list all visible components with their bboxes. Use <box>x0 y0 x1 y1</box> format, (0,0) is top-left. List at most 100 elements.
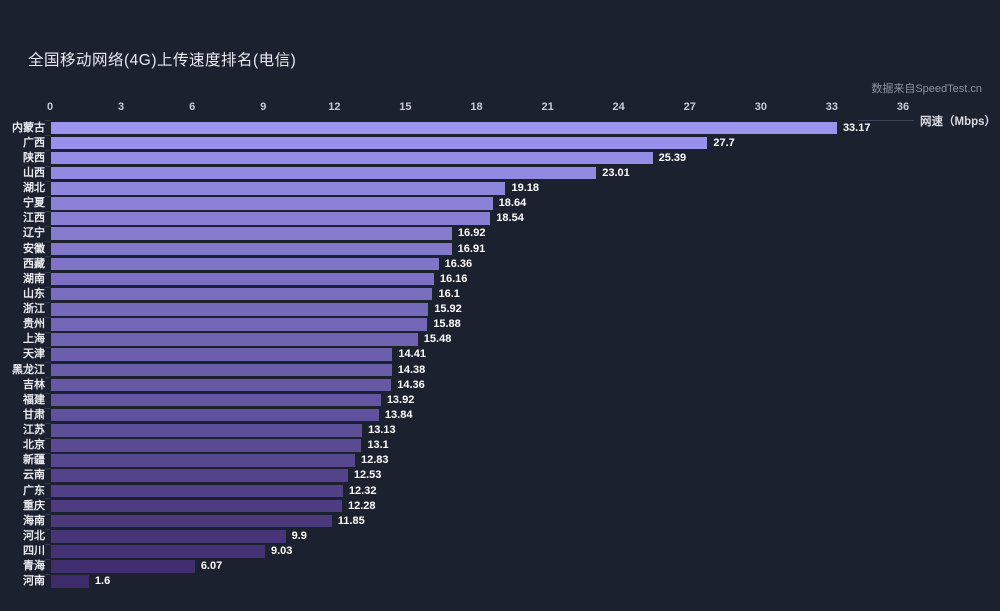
bar[interactable] <box>51 182 506 195</box>
category-label: 湖南 <box>23 272 45 285</box>
bar[interactable] <box>51 514 332 528</box>
bar[interactable] <box>51 166 597 180</box>
value-label: 12.53 <box>353 469 382 482</box>
value-label: 16.1 <box>438 287 460 300</box>
bar[interactable] <box>51 242 452 256</box>
bar[interactable] <box>51 454 355 467</box>
bar[interactable] <box>51 378 392 392</box>
y-axis-tick <box>45 165 50 167</box>
x-tick-label: 24 <box>612 101 625 113</box>
bar[interactable] <box>51 318 428 331</box>
x-tick-label: 15 <box>399 101 412 113</box>
category-label: 云南 <box>23 469 45 482</box>
bar[interactable] <box>51 408 379 422</box>
y-axis-tick <box>45 498 50 500</box>
value-label: 27.7 <box>713 136 735 149</box>
bar[interactable] <box>51 303 429 316</box>
y-axis-tick <box>45 195 50 197</box>
bar[interactable] <box>51 333 418 346</box>
bar[interactable] <box>51 272 434 286</box>
value-label: 12.83 <box>360 454 389 467</box>
category-label: 北京 <box>23 439 45 452</box>
y-axis-tick <box>45 574 50 576</box>
bar[interactable] <box>51 439 362 452</box>
value-label: 16.91 <box>457 242 486 255</box>
y-axis-tick <box>45 210 50 212</box>
y-axis-tick <box>45 437 50 439</box>
bar[interactable] <box>51 545 265 558</box>
category-label: 内蒙古 <box>12 121 45 134</box>
x-tick-label: 33 <box>825 101 839 113</box>
y-axis-tick <box>45 301 50 303</box>
category-label: 湖北 <box>23 182 45 195</box>
y-axis-tick <box>45 377 50 379</box>
category-label: 青海 <box>23 560 45 573</box>
x-tick-label: 18 <box>470 101 483 113</box>
value-label: 13.84 <box>384 408 413 421</box>
bar[interactable] <box>51 575 89 588</box>
bar[interactable] <box>51 287 433 301</box>
y-axis-tick <box>45 483 50 485</box>
y-axis-tick <box>45 468 50 470</box>
category-label: 贵州 <box>23 318 45 331</box>
category-label: 广东 <box>23 484 45 497</box>
y-axis-tick <box>45 392 50 394</box>
y-axis-tick <box>45 256 50 258</box>
bar[interactable] <box>51 151 653 165</box>
category-label: 新疆 <box>23 454 45 467</box>
x-tick-label: 3 <box>118 101 125 113</box>
bar[interactable] <box>51 424 363 437</box>
y-axis-tick <box>45 226 50 228</box>
category-label: 辽宁 <box>23 227 45 240</box>
category-label: 黑龙江 <box>12 363 45 376</box>
bar[interactable] <box>51 257 439 271</box>
category-label: 浙江 <box>23 303 45 316</box>
y-axis-tick <box>45 332 50 334</box>
value-label: 11.85 <box>337 514 365 527</box>
category-label: 河南 <box>23 575 45 588</box>
x-tick-label: 36 <box>896 101 910 113</box>
category-label: 福建 <box>23 393 45 406</box>
y-axis-tick <box>45 513 50 515</box>
y-axis-tick <box>45 347 50 349</box>
bar[interactable] <box>51 530 286 543</box>
chart-title: 全国移动网络(4G)上传速度排名(电信) <box>28 52 297 69</box>
x-tick-label: 12 <box>328 101 341 113</box>
x-tick-label: 30 <box>754 101 767 113</box>
y-axis-tick <box>45 528 50 530</box>
value-label: 6.07 <box>200 560 223 573</box>
category-label: 山西 <box>23 166 45 179</box>
y-axis-tick <box>45 558 50 560</box>
x-tick-label: 21 <box>541 101 554 113</box>
bar[interactable] <box>51 121 837 134</box>
bar[interactable] <box>51 393 381 407</box>
value-label: 15.88 <box>433 318 461 331</box>
y-axis-tick <box>45 543 50 545</box>
bar[interactable] <box>51 484 343 498</box>
x-tick-label: 27 <box>683 101 696 113</box>
bar[interactable] <box>51 197 493 210</box>
value-label: 9.9 <box>291 530 307 542</box>
bar[interactable] <box>51 227 452 240</box>
bar[interactable] <box>51 212 491 225</box>
value-label: 9.03 <box>270 545 293 558</box>
value-label: 16.36 <box>444 257 473 270</box>
y-axis-tick <box>45 180 50 182</box>
y-axis-tick <box>45 286 50 288</box>
category-label: 江苏 <box>23 424 45 437</box>
value-label: 18.64 <box>498 197 527 210</box>
bar[interactable] <box>51 469 348 482</box>
category-label: 重庆 <box>23 499 45 512</box>
x-axis-line <box>858 120 914 121</box>
bar[interactable] <box>51 136 708 150</box>
value-label: 12.28 <box>347 499 376 512</box>
bar[interactable] <box>51 499 342 513</box>
category-label: 山东 <box>23 287 45 300</box>
x-tick-label: 9 <box>260 101 267 113</box>
bar[interactable] <box>51 363 392 377</box>
category-label: 海南 <box>23 514 45 527</box>
bar[interactable] <box>51 560 195 573</box>
bar[interactable] <box>51 348 393 361</box>
value-label: 13.13 <box>368 424 396 437</box>
category-label: 河北 <box>23 530 45 542</box>
